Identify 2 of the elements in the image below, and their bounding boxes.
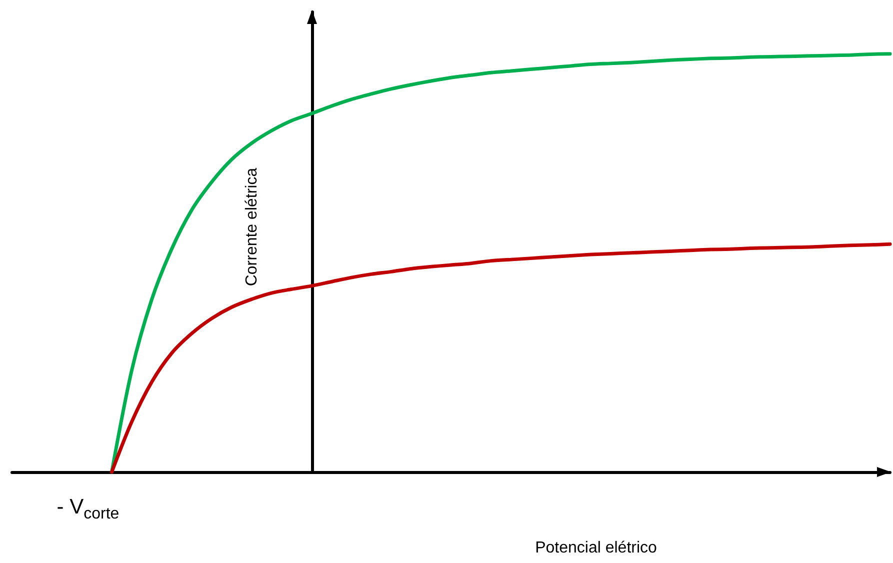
x-axis-title: Potencial elétrico	[535, 540, 658, 556]
y-axis-title: Corrente elétrica	[244, 168, 260, 286]
